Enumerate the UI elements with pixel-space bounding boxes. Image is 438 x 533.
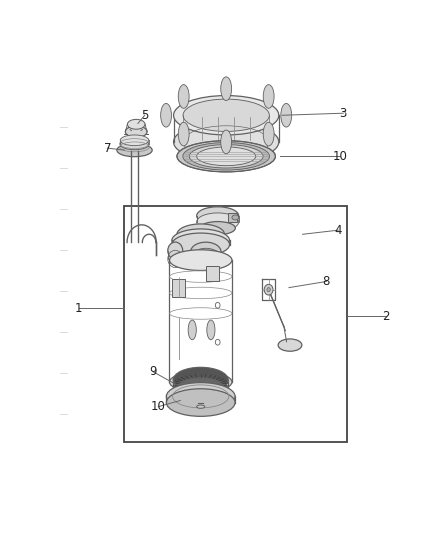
Ellipse shape [197,207,239,225]
Ellipse shape [177,141,276,172]
Ellipse shape [221,130,232,154]
Ellipse shape [117,143,152,157]
Bar [124,206,347,441]
Ellipse shape [125,126,147,138]
Ellipse shape [178,85,189,108]
Ellipse shape [221,77,232,101]
Ellipse shape [173,377,228,403]
Ellipse shape [166,389,235,416]
Text: 5: 5 [141,109,148,122]
Ellipse shape [173,95,279,135]
Ellipse shape [212,236,224,241]
Ellipse shape [120,135,149,146]
Ellipse shape [120,139,149,150]
Ellipse shape [263,122,274,146]
Ellipse shape [172,229,230,252]
Ellipse shape [200,222,235,235]
Ellipse shape [170,250,232,270]
Ellipse shape [172,233,230,256]
Ellipse shape [189,144,263,168]
Ellipse shape [173,367,228,393]
Text: 4: 4 [335,224,342,237]
Ellipse shape [188,320,196,340]
Ellipse shape [191,242,221,262]
Bar [206,266,219,281]
Ellipse shape [197,147,256,166]
Ellipse shape [178,122,189,146]
Ellipse shape [173,122,279,161]
Ellipse shape [278,339,302,351]
Ellipse shape [170,372,232,392]
Text: 9: 9 [149,365,157,378]
Ellipse shape [197,405,205,408]
Ellipse shape [177,224,224,245]
Text: 8: 8 [323,275,330,288]
Ellipse shape [281,103,292,127]
Text: 3: 3 [339,107,347,120]
Text: 10: 10 [332,150,347,163]
Text: 1: 1 [75,302,82,314]
Ellipse shape [183,143,269,170]
Circle shape [267,288,270,292]
Ellipse shape [127,119,145,129]
Text: 10: 10 [151,400,166,413]
Circle shape [264,284,273,295]
Ellipse shape [263,85,274,108]
Ellipse shape [191,248,221,268]
Ellipse shape [183,99,269,132]
Ellipse shape [232,215,239,220]
Bar [172,279,185,297]
Bar [228,213,237,222]
Text: 2: 2 [382,310,389,323]
Ellipse shape [207,320,215,340]
Ellipse shape [168,242,183,260]
Text: 7: 7 [104,142,111,155]
Ellipse shape [166,383,235,410]
Ellipse shape [161,103,172,127]
Ellipse shape [197,213,239,231]
